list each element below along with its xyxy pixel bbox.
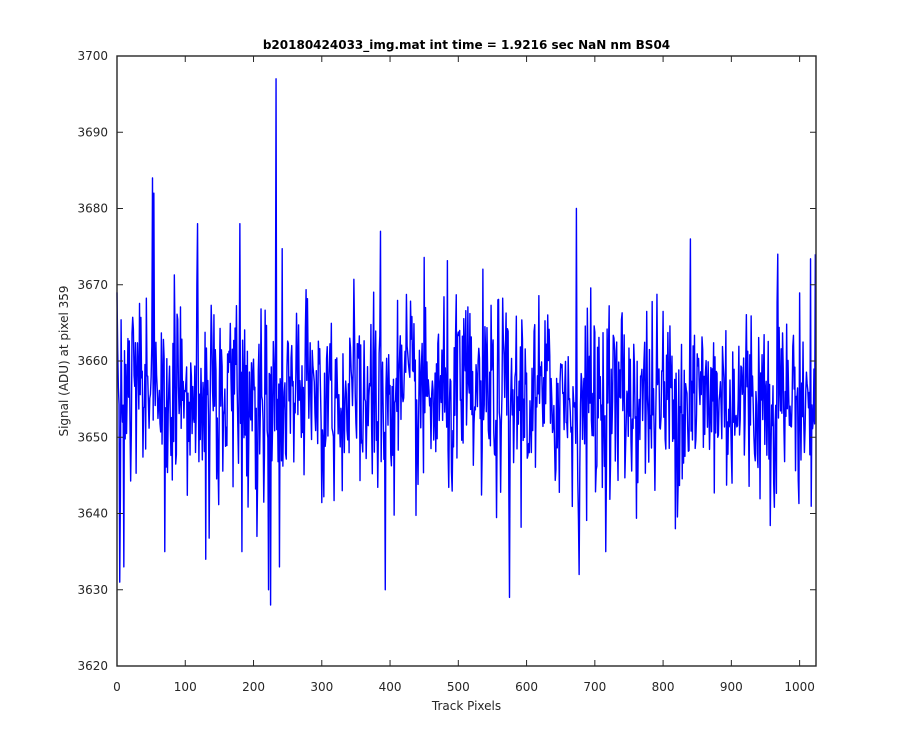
- y-tick-label: 3670: [77, 278, 108, 292]
- x-tick-label: 900: [720, 680, 743, 694]
- x-tick-label: 100: [174, 680, 197, 694]
- x-tick-label: 200: [242, 680, 265, 694]
- series-line: [116, 78, 817, 606]
- x-tick-label: 700: [583, 680, 606, 694]
- y-tick-label: 3650: [77, 430, 108, 444]
- x-tick-label: 0: [113, 680, 121, 694]
- series-layer: [116, 78, 817, 606]
- y-axis-label: Signal (ADU) at pixel 359: [57, 285, 71, 436]
- chart-title: b20180424033_img.mat int time = 1.9216 s…: [263, 38, 670, 53]
- x-tick-label: 800: [652, 680, 675, 694]
- y-tick-label: 3620: [77, 659, 108, 673]
- x-axis-label: Track Pixels: [431, 699, 501, 713]
- x-tick-label: 400: [379, 680, 402, 694]
- y-tick-label: 3640: [77, 507, 108, 521]
- axes-layer: 0 100 200 300 400 500 600 700 800 900 1000 3620 3630…: [77, 49, 817, 694]
- x-tick-label: 500: [447, 680, 470, 694]
- y-tick-label: 3630: [77, 583, 108, 597]
- y-tick-label: 3700: [77, 49, 108, 63]
- x-tick-label: 1000: [784, 680, 815, 694]
- y-tick-label: 3680: [77, 202, 108, 216]
- y-tick-label: 3690: [77, 125, 108, 139]
- y-tick-label: 3660: [77, 354, 108, 368]
- x-tick-label: 600: [515, 680, 538, 694]
- x-tick-label: 300: [310, 680, 333, 694]
